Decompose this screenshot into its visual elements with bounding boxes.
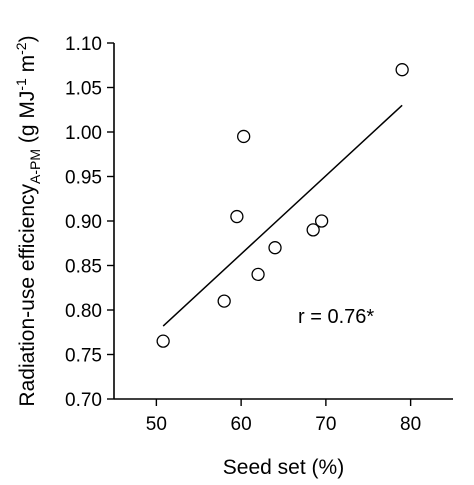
x-axis-title: Seed set (%) <box>223 456 344 479</box>
x-tick-label: 80 <box>400 414 421 435</box>
y-axis-title: Radiation-use efficiencyA-PM (g MJ-1 m-2… <box>13 35 43 406</box>
y-axis-title-subscript: A-PM <box>27 149 43 184</box>
data-point <box>156 334 170 348</box>
y-axis-title-unit-prefix: (g MJ <box>16 91 39 149</box>
y-tick-label: 1.05 <box>65 79 102 100</box>
x-tick-label: 70 <box>315 414 336 435</box>
y-axis-title-main: Radiation-use efficiency <box>16 184 39 407</box>
y-tick-label: 0.80 <box>65 301 102 322</box>
y-tick-label: 0.70 <box>65 390 102 411</box>
data-point <box>314 214 329 228</box>
data-point <box>268 241 282 255</box>
data-point <box>217 294 231 308</box>
x-tick-label: 60 <box>231 414 252 435</box>
y-axis-title-unit-mid: m <box>16 55 39 78</box>
x-ticks: 50 60 70 80 <box>146 399 421 435</box>
data-point <box>306 223 320 237</box>
y-tick-label: 0.90 <box>65 212 102 233</box>
correlation-annotation: r = 0.76* <box>298 306 374 328</box>
y-tick-label: 1.10 <box>65 34 102 55</box>
y-axis-title-unit-exp1: -1 <box>13 78 29 91</box>
data-point <box>395 63 409 77</box>
y-ticks: 0.70 0.75 0.80 0.85 0.90 0.95 1.00 1.05 1.10 <box>65 34 114 411</box>
data-points <box>156 63 409 348</box>
y-axis-title-unit-exp2: -2 <box>13 42 29 55</box>
data-point <box>237 129 251 144</box>
y-tick-label: 0.75 <box>65 346 102 367</box>
y-tick-label: 1.00 <box>65 123 102 144</box>
x-tick-label: 50 <box>146 414 167 435</box>
regression-line <box>162 104 403 327</box>
y-tick-label: 0.95 <box>65 168 102 189</box>
y-tick-label: 0.85 <box>65 257 102 278</box>
data-point <box>230 209 244 224</box>
data-point <box>251 267 265 282</box>
y-axis-title-unit-suffix: ) <box>16 35 39 42</box>
